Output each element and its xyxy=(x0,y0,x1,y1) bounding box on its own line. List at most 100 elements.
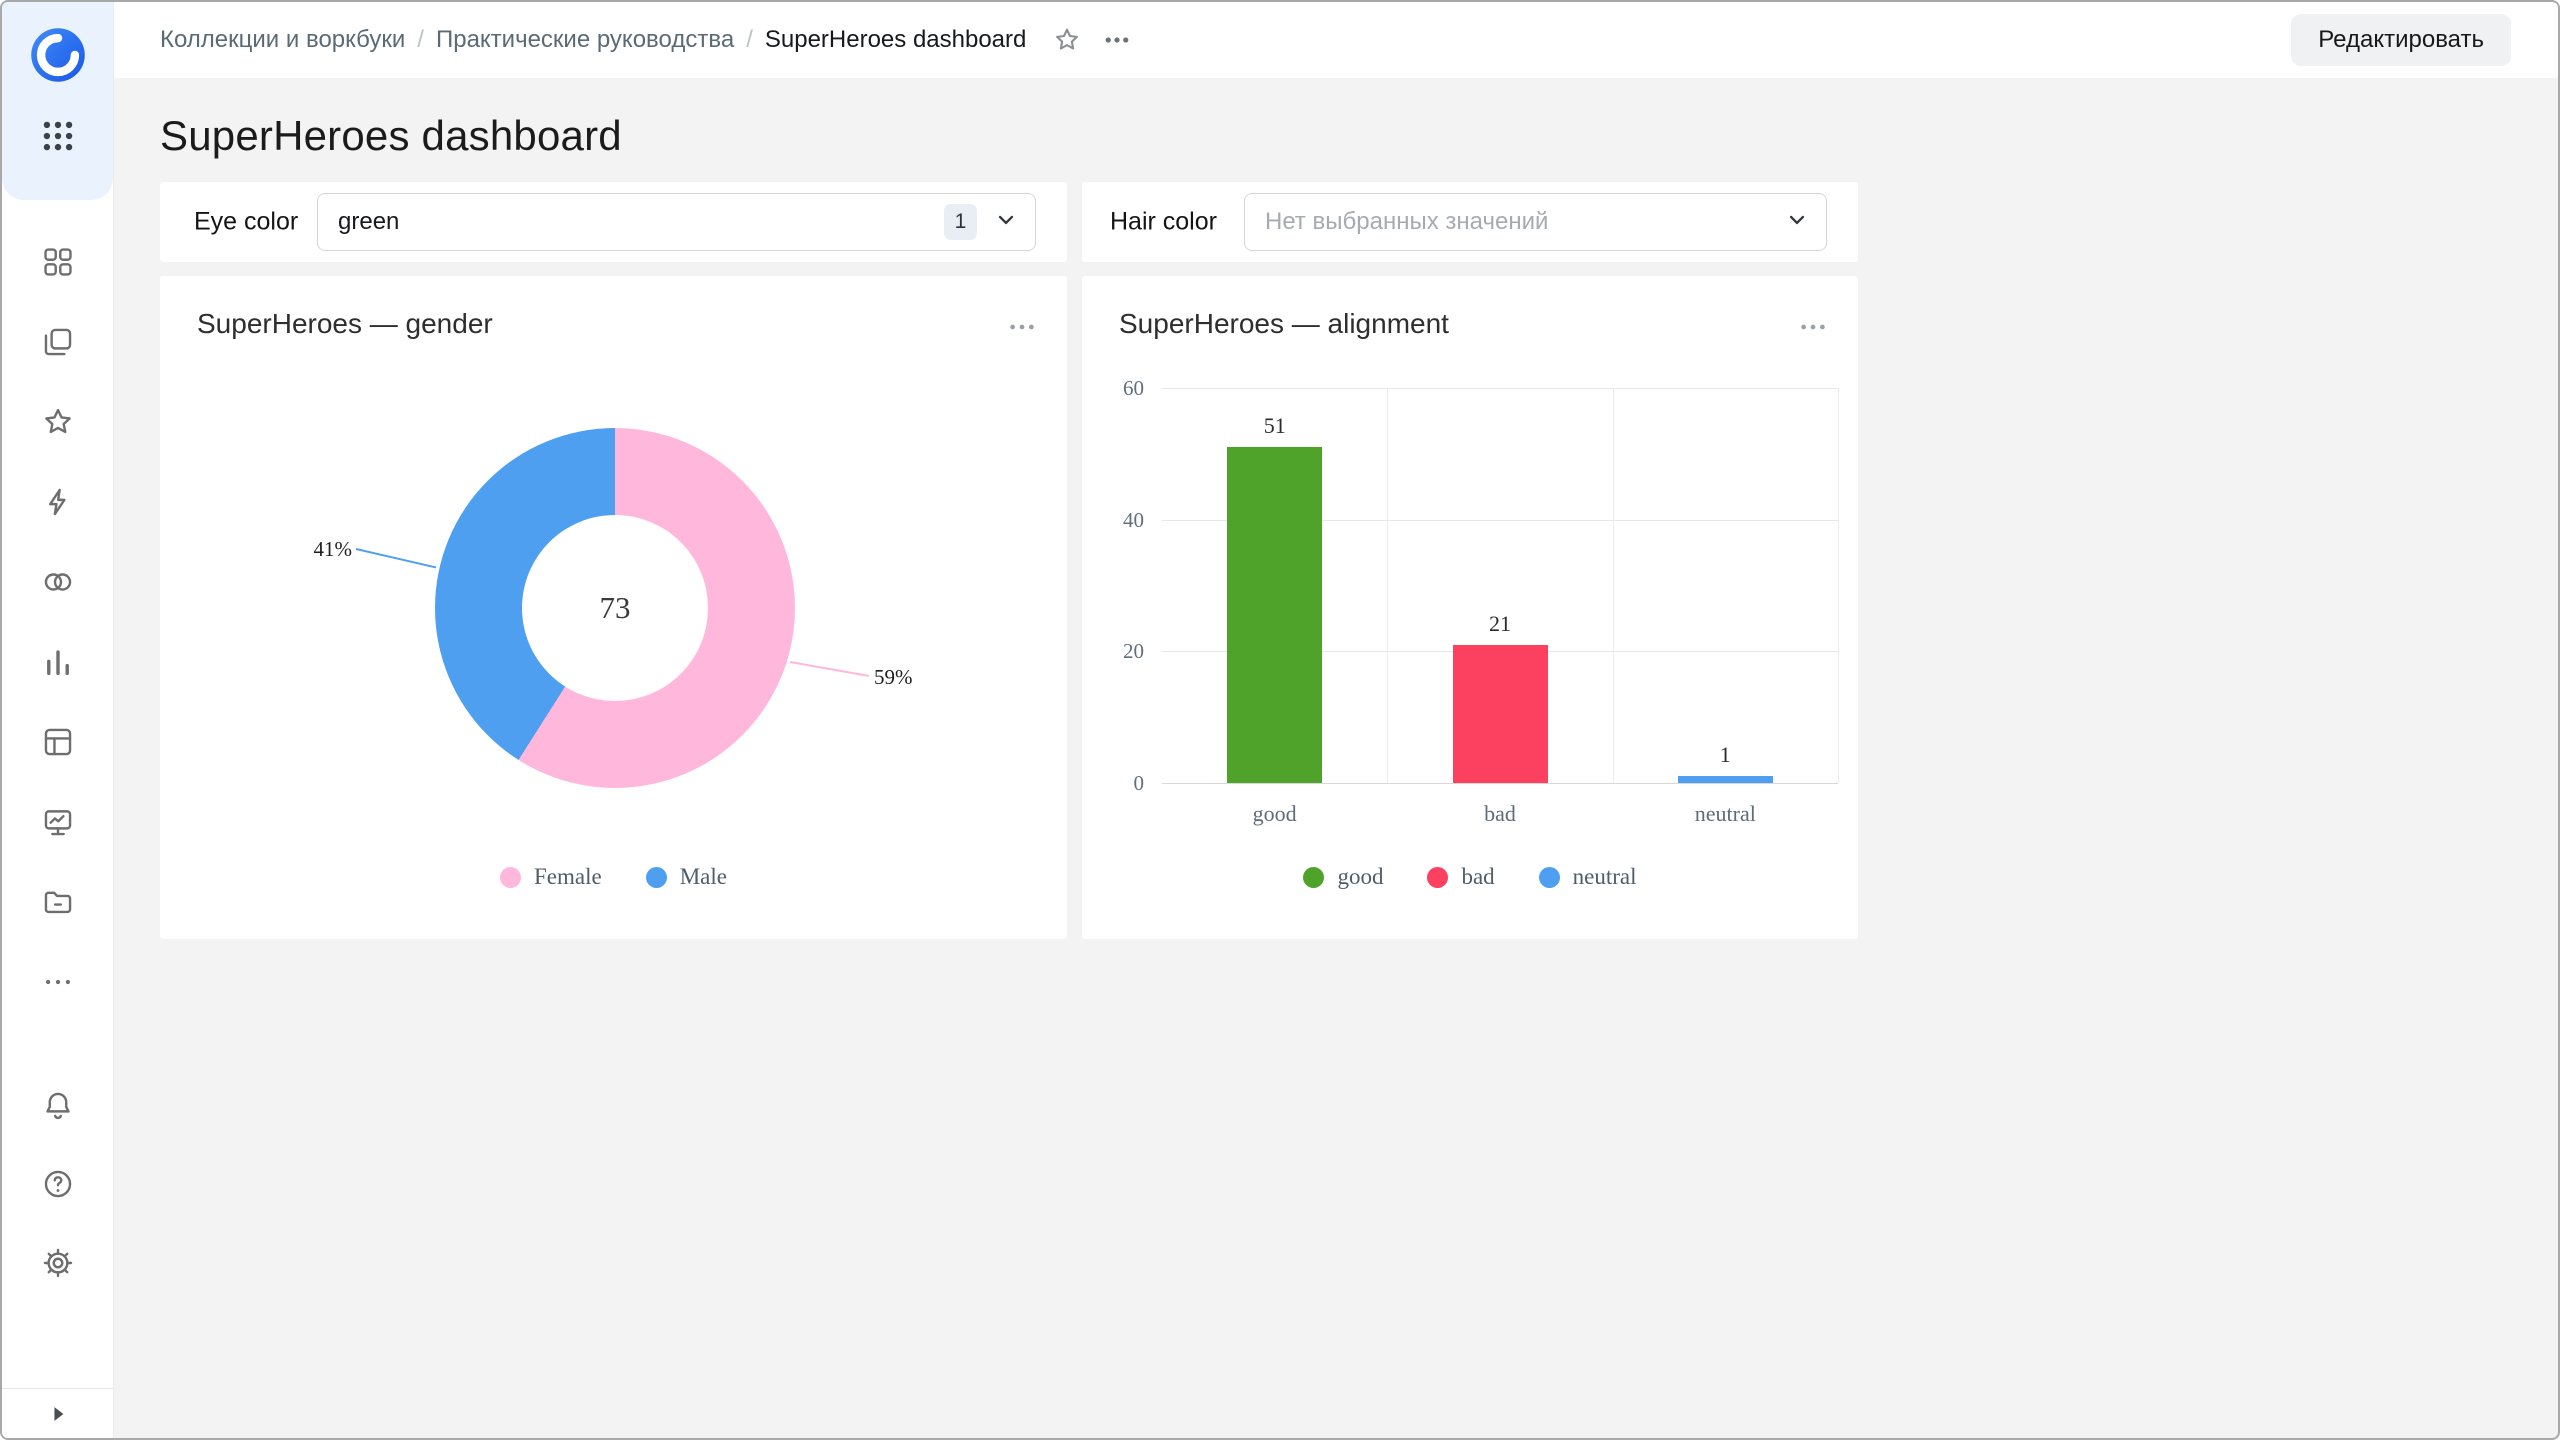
x-axis-category-label: good xyxy=(1252,801,1297,826)
bar-value-label: 21 xyxy=(1489,610,1511,636)
more-actions-icon xyxy=(1106,37,1129,43)
favorite-star-icon xyxy=(1056,28,1079,50)
settings-icon xyxy=(41,1246,75,1283)
legend-item-good[interactable]: good xyxy=(1303,864,1383,890)
more-menu-icon xyxy=(1010,324,1034,330)
legend-color-dot xyxy=(1538,866,1560,888)
sidebar-footer xyxy=(2,1388,113,1438)
legend-label: Female xyxy=(534,864,602,889)
charts-icon xyxy=(41,645,75,682)
breadcrumb-separator: / xyxy=(417,26,424,53)
navigation-button[interactable] xyxy=(2,246,113,280)
dashboards-button[interactable] xyxy=(2,806,113,840)
breadcrumb-item[interactable]: Коллекции и воркбуки xyxy=(160,26,406,53)
help-icon xyxy=(41,1167,75,1204)
sidebar-bottom-nav xyxy=(2,1089,113,1281)
bar-chart-plot: 60 40 20 0 51 good 21 bad 1 neutral xyxy=(1082,276,1858,939)
chart-legend: good bad neutral xyxy=(1082,864,1858,890)
notifications-button[interactable] xyxy=(2,1089,113,1123)
dashboard-content: SuperHeroes dashboard Eye color green 1 … xyxy=(114,78,2558,1438)
settings-button[interactable] xyxy=(2,1247,113,1281)
legend-color-dot xyxy=(645,866,667,888)
help-button[interactable] xyxy=(2,1168,113,1202)
x-axis-category-label: bad xyxy=(1484,801,1516,826)
connections-button[interactable] xyxy=(2,566,113,600)
sidebar xyxy=(2,2,114,1438)
breadcrumb-item[interactable]: SuperHeroes dashboard xyxy=(764,26,1027,53)
legend-item-bad[interactable]: bad xyxy=(1427,864,1495,890)
legend-item-neutral[interactable]: neutral xyxy=(1538,864,1637,890)
chart-title: SuperHeroes — alignment xyxy=(1119,308,1449,339)
breadcrumb-item[interactable]: Практические руководства xyxy=(435,26,735,53)
bar-value-label: 51 xyxy=(1263,413,1286,439)
chevron-down-icon xyxy=(1784,207,1810,238)
chart-legend: Female Male xyxy=(160,864,1067,890)
storage-icon xyxy=(41,885,75,922)
sidebar-top-panel xyxy=(2,2,113,200)
charts-button[interactable] xyxy=(2,646,113,680)
slice-connector-line xyxy=(789,661,869,677)
datalens-logo-icon xyxy=(30,28,85,82)
y-axis-tick-label: 60 xyxy=(1123,376,1144,400)
chart-menu-button[interactable] xyxy=(1796,312,1830,342)
bar-value-label: 1 xyxy=(1719,742,1731,768)
y-gridline xyxy=(1162,519,1838,521)
chart-title: SuperHeroes — gender xyxy=(197,308,493,339)
donut-chart[interactable]: 73 xyxy=(435,428,795,788)
chart-card-gender: SuperHeroes — gender 73 41% 59% Female Ma… xyxy=(160,276,1067,939)
chart-card-alignment: SuperHeroes — alignment 60 40 20 0 51 good 21 b… xyxy=(1082,276,1858,939)
connections-icon xyxy=(41,565,75,602)
x-axis-category-label: neutral xyxy=(1694,801,1756,826)
ql-charts-icon xyxy=(41,485,75,522)
ql-charts-button[interactable] xyxy=(2,486,113,520)
more-menu-icon xyxy=(1801,324,1825,330)
expand-sidebar-icon xyxy=(53,1406,63,1421)
edit-button[interactable]: Редактировать xyxy=(2291,14,2511,66)
legend-item-male[interactable]: Male xyxy=(645,864,727,890)
services-grid-icon xyxy=(43,121,72,151)
legend-label: Male xyxy=(679,864,727,889)
legend-color-dot xyxy=(500,866,522,888)
more-button[interactable] xyxy=(2,966,113,1000)
favorite-star-button[interactable] xyxy=(1052,25,1082,55)
x-gridline xyxy=(1387,388,1389,783)
top-header: Коллекции и воркбуки / Практические руково… xyxy=(114,2,2558,78)
bar-neutral[interactable] xyxy=(1677,776,1773,783)
storage-button[interactable] xyxy=(2,886,113,920)
breadcrumb-separator: / xyxy=(746,26,753,53)
favorites-button[interactable] xyxy=(2,406,113,440)
legend-label: neutral xyxy=(1572,864,1637,889)
more-icon xyxy=(41,965,75,1002)
datasets-icon xyxy=(41,725,75,762)
slice-connector-line xyxy=(355,548,437,569)
dashboards-icon xyxy=(41,805,75,842)
navigation-icon xyxy=(41,245,75,282)
breadcrumb: Коллекции и воркбуки / Практические руково… xyxy=(160,26,1026,54)
sidebar-nav xyxy=(2,246,113,1000)
bar-bad[interactable] xyxy=(1452,644,1548,784)
legend-color-dot xyxy=(1303,866,1325,888)
datalens-logo[interactable] xyxy=(27,24,89,86)
x-gridline xyxy=(1838,388,1839,783)
filter-label: Hair color xyxy=(1110,207,1217,236)
eye-color-select[interactable]: green 1 xyxy=(317,193,1036,251)
workbooks-button[interactable] xyxy=(2,326,113,360)
filter-widget-hair-color: Hair color Нет выбранных значений xyxy=(1082,182,1858,262)
legend-label: good xyxy=(1337,864,1384,889)
favorites-icon xyxy=(41,405,75,442)
datasets-button[interactable] xyxy=(2,726,113,760)
hair-color-select[interactable]: Нет выбранных значений xyxy=(1244,193,1827,251)
services-grid-button[interactable] xyxy=(38,116,78,156)
bar-good[interactable] xyxy=(1227,447,1323,784)
more-actions-button[interactable] xyxy=(1102,25,1132,55)
page-title: SuperHeroes dashboard xyxy=(160,112,622,159)
y-gridline xyxy=(1162,783,1838,784)
y-axis-tick-label: 40 xyxy=(1123,507,1144,532)
main-area: Коллекции и воркбуки / Практические руково… xyxy=(114,2,2558,1438)
chevron-down-icon xyxy=(993,207,1019,238)
expand-sidebar-button[interactable] xyxy=(45,1401,71,1427)
chart-menu-button[interactable] xyxy=(1005,312,1039,342)
workbooks-icon xyxy=(41,325,75,362)
legend-item-female[interactable]: Female xyxy=(500,864,602,890)
y-axis-tick-label: 0 xyxy=(1133,771,1145,795)
